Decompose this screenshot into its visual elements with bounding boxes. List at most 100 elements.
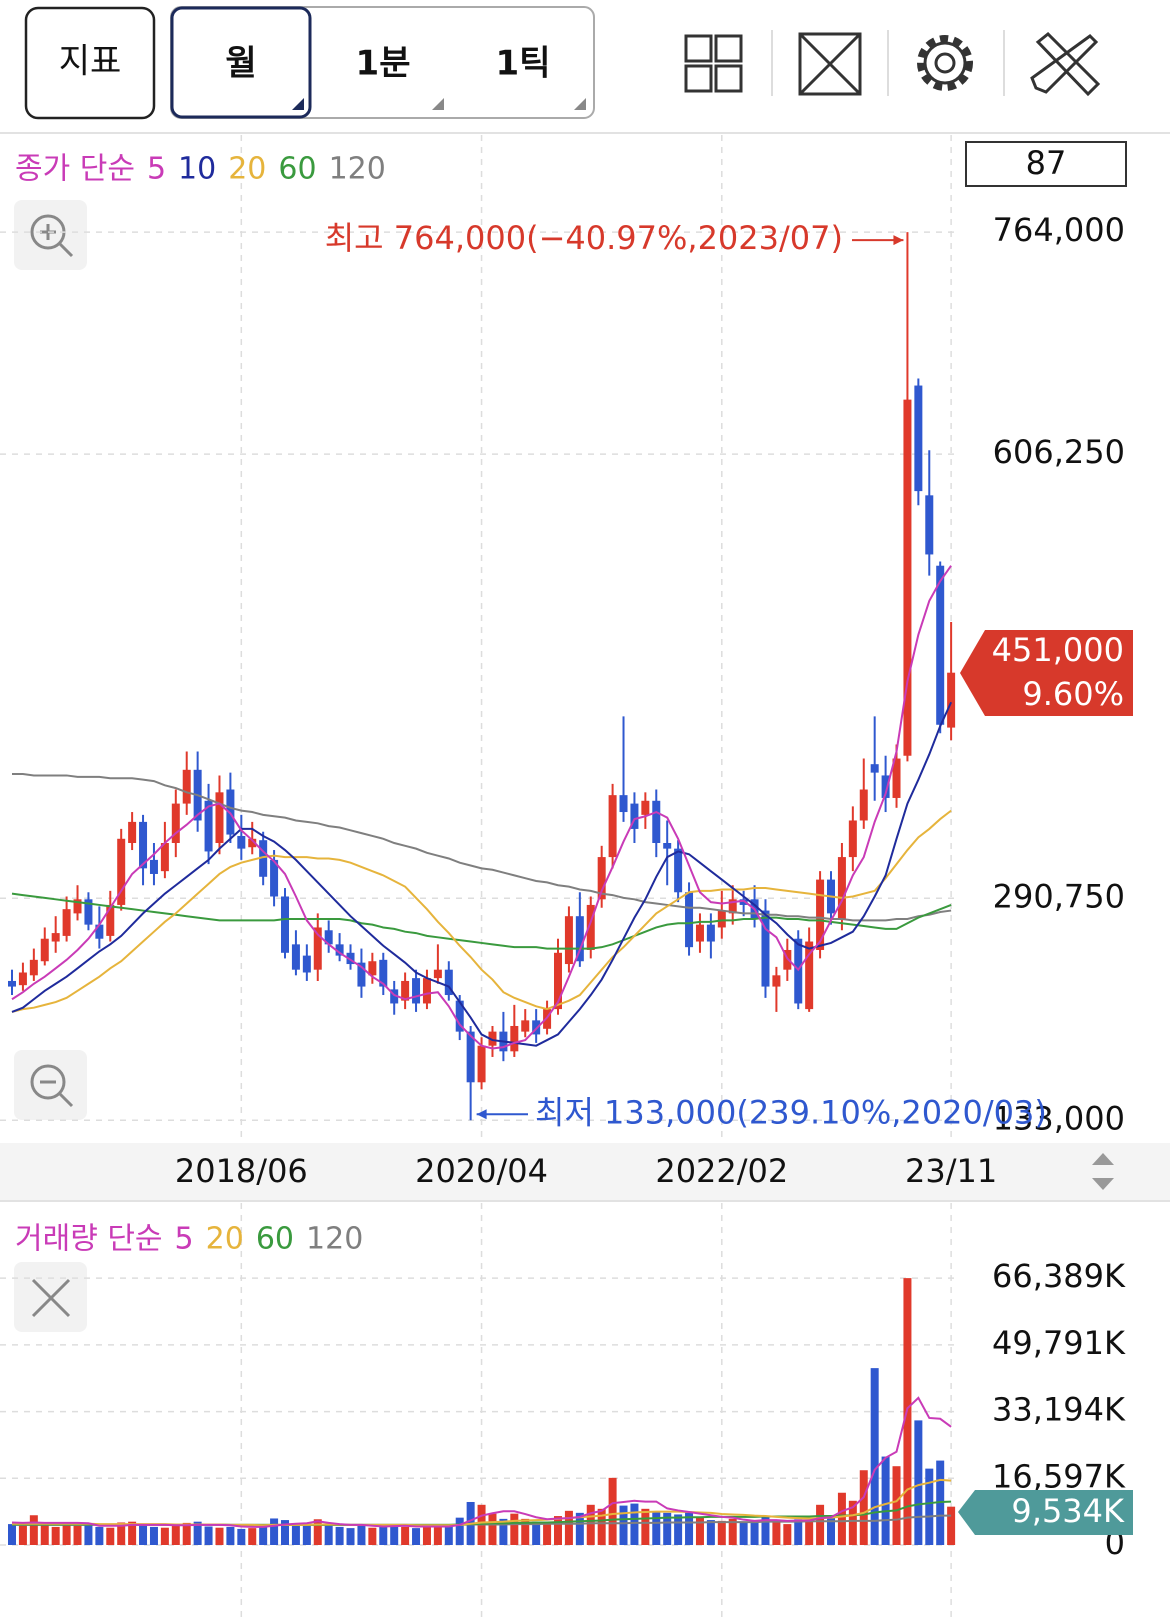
layout-icon[interactable]: [684, 34, 743, 93]
arrow-head: [476, 1109, 487, 1120]
volume-bar: [717, 1520, 726, 1545]
candle-body: [685, 892, 694, 948]
volume-bar: [870, 1368, 879, 1545]
volume-bar: [73, 1525, 82, 1545]
scroll-arrows[interactable]: [1092, 1153, 1114, 1190]
date-axis: [0, 1143, 1170, 1201]
volume-bar: [827, 1516, 835, 1545]
candle-body: [816, 879, 825, 950]
candle-body: [674, 848, 683, 893]
candle-body: [291, 944, 300, 970]
volume-bar: [40, 1522, 49, 1545]
candle-body: [412, 978, 421, 1004]
volume-bar: [674, 1514, 683, 1545]
zoom-out[interactable]: [14, 1050, 87, 1120]
candle-body: [706, 924, 715, 942]
volume-bar: [837, 1492, 846, 1545]
volume-bar: [302, 1524, 311, 1545]
volume-bar: [139, 1524, 148, 1545]
candle-body: [728, 899, 737, 914]
candle-body: [433, 969, 442, 979]
legend-entry: 5: [147, 152, 166, 187]
high-annotation: 최고 764,000(−40.97%,2023/07): [325, 219, 843, 257]
candle-body: [805, 941, 814, 1010]
candle-body: [160, 843, 169, 872]
volume-bar: [750, 1522, 759, 1545]
volume-bar: [739, 1521, 748, 1545]
current-price-box: [960, 630, 1133, 716]
candle-body: [368, 961, 377, 976]
volume-bar: [390, 1524, 399, 1545]
ma-line: [11, 701, 953, 1047]
volume-bar: [346, 1528, 355, 1545]
candle-body: [947, 672, 956, 728]
arrow-head: [893, 235, 904, 246]
tools-icon[interactable]: [1030, 31, 1101, 97]
volume-bar: [564, 1510, 573, 1545]
volume-bar: [259, 1526, 268, 1545]
zoom-in[interactable]: [14, 200, 87, 270]
volume-bar: [18, 1525, 27, 1545]
candle-body: [401, 980, 410, 1001]
chart-layer: 2018/06 2020/04 2022/02 23/11 764,000 606,250…: [0, 135, 1126, 1617]
volume-bar: [149, 1526, 158, 1545]
volume-bar: [881, 1456, 890, 1545]
candle-body: [761, 910, 770, 987]
volume-bar: [488, 1513, 497, 1545]
candle-body: [914, 385, 923, 492]
ma-line: [11, 892, 952, 950]
volume-bar: [794, 1519, 803, 1545]
candle-body: [619, 795, 628, 813]
volume-bar: [237, 1528, 246, 1545]
volume-bar: [182, 1522, 191, 1545]
volume-bar: [728, 1518, 737, 1545]
zoom-out-icon: [30, 1064, 74, 1108]
period-month[interactable]: [170, 6, 312, 119]
y-tick-label: 133,000: [993, 1099, 1125, 1137]
candle-body: [608, 795, 617, 858]
candle-body: [346, 952, 355, 965]
legend-entry: 120: [306, 1222, 363, 1257]
volume-bar: [663, 1512, 672, 1545]
volume-bar: [543, 1522, 552, 1545]
candle-body: [128, 821, 137, 844]
candle-body: [837, 857, 846, 920]
indicator-button[interactable]: [24, 6, 156, 120]
close-icon: [31, 1278, 71, 1318]
candle-body: [652, 800, 661, 844]
candle-body: [597, 857, 606, 900]
volume-bar: [848, 1500, 857, 1545]
candle-body: [149, 859, 158, 874]
candle-body: [204, 800, 213, 852]
ma-line: [11, 565, 952, 1050]
volume-bar: [215, 1527, 224, 1545]
current-volume-box: [958, 1490, 1133, 1535]
volume-bar: [281, 1520, 289, 1545]
candle-body: [586, 904, 595, 950]
volume-bar: [357, 1524, 366, 1545]
candle-body: [521, 1020, 530, 1032]
candle-body: [182, 769, 191, 804]
volume-bar: [597, 1508, 606, 1545]
volume-bar: [685, 1512, 694, 1545]
volume-bar: [706, 1520, 715, 1545]
volume-bar: [84, 1524, 93, 1545]
candle-body: [379, 959, 388, 987]
candle-body: [466, 1031, 475, 1083]
candle-body: [62, 909, 71, 936]
corner: [432, 98, 444, 110]
legend-entry: 10: [178, 152, 216, 187]
volume-bar: [554, 1516, 562, 1545]
current-volume: 9,534K: [1011, 1492, 1125, 1530]
candle-body: [455, 1000, 464, 1032]
candle-body: [73, 899, 82, 914]
settings-icon[interactable]: [917, 35, 973, 91]
ma-line: [12, 773, 952, 922]
fullscreen-icon[interactable]: [798, 32, 862, 96]
volume-bar: [608, 1477, 617, 1545]
volume-bar: [29, 1515, 38, 1545]
candle-body: [892, 758, 901, 798]
candle-body: [641, 800, 650, 815]
candle-body: [510, 1025, 519, 1052]
candle-body: [575, 916, 584, 962]
